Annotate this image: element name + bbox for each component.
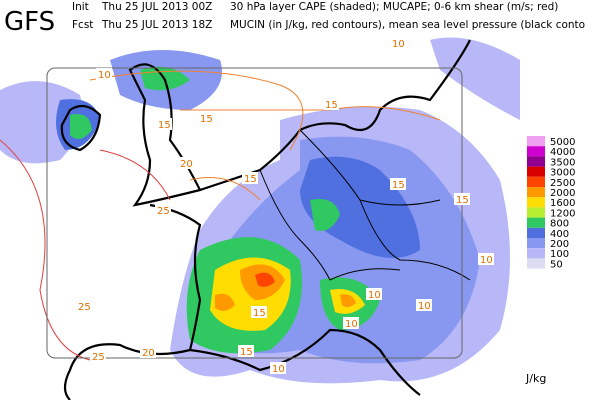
- legend-label: 2500: [550, 178, 575, 189]
- contour-label: 15: [158, 120, 171, 131]
- cape-shading: [0, 37, 520, 384]
- contour-label-box: [270, 362, 286, 374]
- init-label: Init: [72, 1, 89, 13]
- contour-label: 10: [98, 70, 111, 81]
- contour-label: 15: [253, 308, 266, 319]
- contour-label: 15: [200, 114, 213, 125]
- contour-label-box: [251, 306, 267, 318]
- legend-label: 1200: [550, 208, 575, 219]
- legend-swatch: [527, 207, 545, 218]
- fcst-label: Fcst: [72, 19, 93, 31]
- contour-label: 15: [325, 100, 338, 111]
- contour-label-box: [178, 157, 194, 169]
- borders: [259, 129, 471, 281]
- contour-label-box: [155, 204, 171, 216]
- contour-label: 20: [180, 159, 193, 170]
- legend: 5000400035003000250020001600120080040020…: [527, 136, 575, 270]
- contour-label-box: [140, 346, 156, 358]
- contour-label: 15: [240, 347, 253, 358]
- contour-label-box: [416, 299, 432, 311]
- contour-label-box: [343, 317, 359, 329]
- model-name: GFS: [4, 7, 55, 37]
- contour-label-box: [454, 193, 470, 205]
- legend-swatch: [527, 238, 545, 249]
- contour-label: 15: [456, 195, 469, 206]
- contour-label: 10: [480, 255, 493, 266]
- contour-label: 25: [92, 352, 105, 363]
- legend-swatch: [527, 227, 545, 238]
- domain-frame: [46, 67, 463, 359]
- contour-label-box: [390, 37, 406, 49]
- contour-label: 20: [142, 348, 155, 359]
- legend-label: 50: [550, 259, 563, 270]
- legend-label: 400: [550, 229, 569, 240]
- legend-label: 100: [550, 249, 569, 260]
- legend-swatch: [527, 166, 545, 177]
- contour-label-box: [242, 172, 258, 184]
- contour-label-box: [238, 345, 254, 357]
- legend-label: 5000: [550, 137, 575, 148]
- contour-label-box: [156, 118, 172, 130]
- coastlines: [60, 39, 471, 400]
- fcst-desc: MUCIN (in J/kg, red contours), mean sea …: [230, 19, 585, 31]
- legend-label: 200: [550, 239, 569, 250]
- legend-swatch: [527, 187, 545, 198]
- legend-swatch: [527, 176, 545, 187]
- contour-label-box: [478, 253, 494, 265]
- contour-label-box: [96, 68, 112, 80]
- fcst-time: Thu 25 JUL 2013 18Z: [101, 19, 212, 31]
- contour-label-box: [323, 98, 339, 110]
- legend-swatch: [527, 197, 545, 208]
- legend-label: 2000: [550, 188, 575, 199]
- legend-swatch: [527, 156, 545, 167]
- contour-label: 10: [368, 290, 381, 301]
- legend-label: 800: [550, 219, 569, 230]
- legend-label: 4000: [550, 147, 575, 158]
- contour-label: 15: [392, 180, 405, 191]
- legend-swatch: [527, 136, 545, 147]
- contour-label: 10: [418, 301, 431, 312]
- legend-swatch: [527, 146, 545, 157]
- contour-label: 25: [157, 206, 170, 217]
- contour-label: 25: [78, 302, 91, 313]
- contour-label-box: [198, 112, 214, 124]
- contour-label: 10: [345, 319, 358, 330]
- contour-label: 10: [272, 364, 285, 375]
- init-desc: 30 hPa layer CAPE (shaded); MUCAPE; 0-6 …: [230, 1, 558, 13]
- legend-label: 3500: [550, 157, 575, 168]
- legend-swatch: [527, 258, 545, 269]
- legend-swatch: [527, 248, 545, 259]
- init-time: Thu 25 JUL 2013 00Z: [101, 1, 212, 13]
- contour-label-box: [76, 300, 92, 312]
- contour-label-box: [90, 350, 106, 362]
- legend-unit: J/kg: [525, 372, 546, 385]
- contour-label: 10: [392, 39, 405, 50]
- contour-label-box: [390, 178, 406, 190]
- legend-label: 3000: [550, 168, 575, 179]
- legend-label: 1600: [550, 198, 575, 209]
- legend-swatch: [527, 217, 545, 228]
- contour-label-box: [366, 288, 382, 300]
- contour-label: 15: [244, 174, 257, 185]
